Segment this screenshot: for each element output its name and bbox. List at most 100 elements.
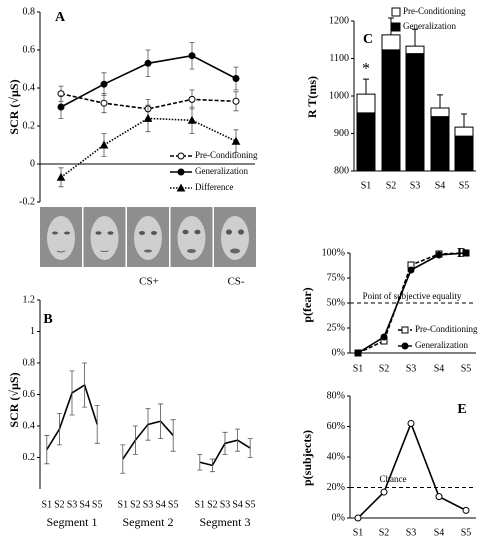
panel: Dp(fear)0%25%50%75%100%Point of subjecti… <box>300 246 478 374</box>
legend-label: Pre-Conditioning <box>403 6 466 16</box>
marker <box>435 251 443 259</box>
y-tick-label: 1100 <box>329 53 349 64</box>
error-bar <box>363 78 369 95</box>
marker <box>57 103 65 111</box>
group-label: Segment 3 <box>200 515 251 529</box>
x-tick-label: S1 <box>353 363 364 374</box>
x-tick-label: S3 <box>67 499 78 510</box>
legend-label: Pre-Conditioning <box>415 324 478 334</box>
x-tick-label: S2 <box>386 180 397 191</box>
x-tick-label: S3 <box>220 499 231 510</box>
x-tick-label: S1 <box>195 499 206 510</box>
y-tick-label: 0.2 <box>23 120 36 131</box>
x-tick-label: S4 <box>434 527 445 538</box>
x-tick-label: S1 <box>118 499 129 510</box>
marker <box>435 493 443 501</box>
x-tick-label: S4 <box>79 499 90 510</box>
error-bar <box>145 408 151 441</box>
error-bar <box>197 453 203 471</box>
y-tick-label: 0% <box>332 512 345 523</box>
error-bar <box>132 425 138 455</box>
x-tick-label: S1 <box>42 499 53 510</box>
x-tick-label: S4 <box>434 363 445 374</box>
x-tick-label: S4 <box>232 499 243 510</box>
marker <box>99 140 109 149</box>
marker <box>354 349 362 357</box>
error-bar <box>437 94 443 108</box>
error-bar <box>82 362 88 408</box>
y-tick-label: 0.6 <box>23 389 36 400</box>
face-strip <box>40 207 256 267</box>
marker <box>56 172 66 181</box>
error-bar <box>235 428 241 452</box>
marker <box>401 342 409 350</box>
error-bar <box>222 431 228 455</box>
y-tick-label: 50% <box>327 297 345 308</box>
marker <box>100 80 108 88</box>
x-tick-label: S5 <box>461 363 472 374</box>
x-tick-label: S5 <box>245 499 256 510</box>
error-bar <box>56 413 62 446</box>
error-bar <box>69 370 75 416</box>
y-tick-label: 60% <box>327 421 345 432</box>
legend-swatch <box>391 7 401 17</box>
y-tick-label: 1200 <box>329 15 349 26</box>
marker <box>176 183 186 192</box>
y-tick-label: 0.4 <box>23 420 36 431</box>
x-tick-label: S5 <box>459 180 470 191</box>
annotation: CS+ <box>139 276 159 288</box>
y-tick-label: 0.4 <box>23 82 36 93</box>
marker <box>380 488 388 496</box>
y-tick-label: 0.2 <box>23 452 36 463</box>
x-tick-label: S2 <box>379 527 390 538</box>
error-bar <box>412 28 418 47</box>
x-tick-label: S4 <box>435 180 446 191</box>
y-tick-label: 0.8 <box>23 6 36 17</box>
x-tick-label: S2 <box>130 499 141 510</box>
x-tick-label: S3 <box>143 499 154 510</box>
x-tick-label: S1 <box>361 180 372 191</box>
y-tick-label: 75% <box>327 272 345 283</box>
y-tick-label: 100% <box>322 247 345 258</box>
y-axis-label: p(fear) <box>300 287 314 322</box>
x-tick-label: S3 <box>406 363 417 374</box>
y-axis-label: R T(ms) <box>305 76 319 118</box>
legend-label: Generalization <box>403 21 456 31</box>
panel: A SCR (√µS) -0.2 0 0.2 0.4 0.6 0.8 CS+ CS- Pre-Con… <box>7 6 258 287</box>
y-tick-label: -0.2 <box>19 196 35 207</box>
face <box>170 207 213 267</box>
legend-label: Generalization <box>195 166 248 176</box>
x-tick-label: S2 <box>207 499 218 510</box>
legend-label: Generalization <box>415 340 468 350</box>
y-tick-label: 900 <box>334 128 349 139</box>
error-bar <box>247 438 253 458</box>
face <box>127 207 169 267</box>
y-tick-label: 1 <box>30 326 35 337</box>
y-tick-label: 40% <box>327 451 345 462</box>
y-tick-label: 1000 <box>329 90 349 101</box>
panel: Ep(subjects) 0% 20% 40% 60% 80% Chance S1 S2 S3 S4… <box>300 390 476 538</box>
marker <box>380 333 388 341</box>
legend-label: Difference <box>195 182 233 192</box>
panel: C R T(ms) 800 900 1000 1100 1200 * S1 S2 S3 S4 S5 Pre… <box>305 6 476 191</box>
face <box>214 207 256 267</box>
x-tick-label: S4 <box>155 499 166 510</box>
y-axis-label: SCR (√µS) <box>7 372 21 427</box>
y-axis-label: p(subjects) <box>300 430 314 486</box>
x-tick-label: S2 <box>54 499 65 510</box>
y-tick-label: 0.8 <box>23 357 36 368</box>
bar <box>430 116 450 172</box>
error-bar <box>158 403 164 439</box>
panel-letter: E <box>457 402 466 417</box>
x-tick-label: S5 <box>461 527 472 538</box>
error-bar <box>44 435 50 465</box>
marker <box>407 266 415 274</box>
marker <box>143 113 153 122</box>
y-tick-label: 1.2 <box>23 294 36 305</box>
marker <box>232 75 240 82</box>
error-bar <box>94 405 100 444</box>
error-bar <box>209 458 215 473</box>
x-tick-label: S5 <box>168 499 179 510</box>
marker <box>462 506 470 514</box>
